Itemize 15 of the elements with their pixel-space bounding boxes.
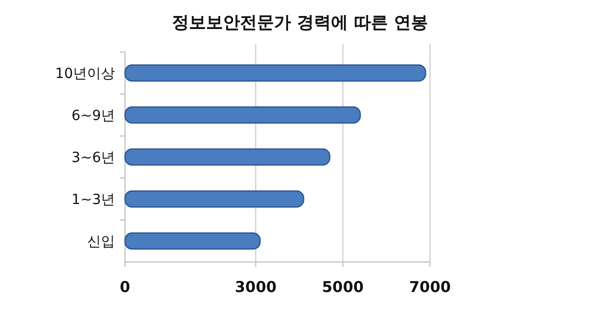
x-tick-label: 5000 — [322, 278, 364, 296]
bar — [124, 190, 304, 208]
y-tick-label: 1~3년 — [71, 192, 115, 208]
chart-title: 정보보안전문가 경력에 따른 연봉 — [172, 13, 428, 33]
bar — [124, 148, 330, 166]
y-tick-label: 10년이상 — [55, 66, 115, 82]
x-tick-label: 7000 — [409, 278, 451, 296]
y-tick-label: 6~9년 — [71, 108, 115, 124]
bar — [124, 106, 361, 124]
y-tick-label: 3~6년 — [71, 150, 115, 166]
x-tick-label: 0 — [120, 278, 130, 296]
y-tick-label: 신입 — [87, 234, 115, 250]
bar — [124, 232, 261, 250]
bar — [124, 64, 426, 82]
x-tick-label: 3000 — [234, 278, 277, 296]
